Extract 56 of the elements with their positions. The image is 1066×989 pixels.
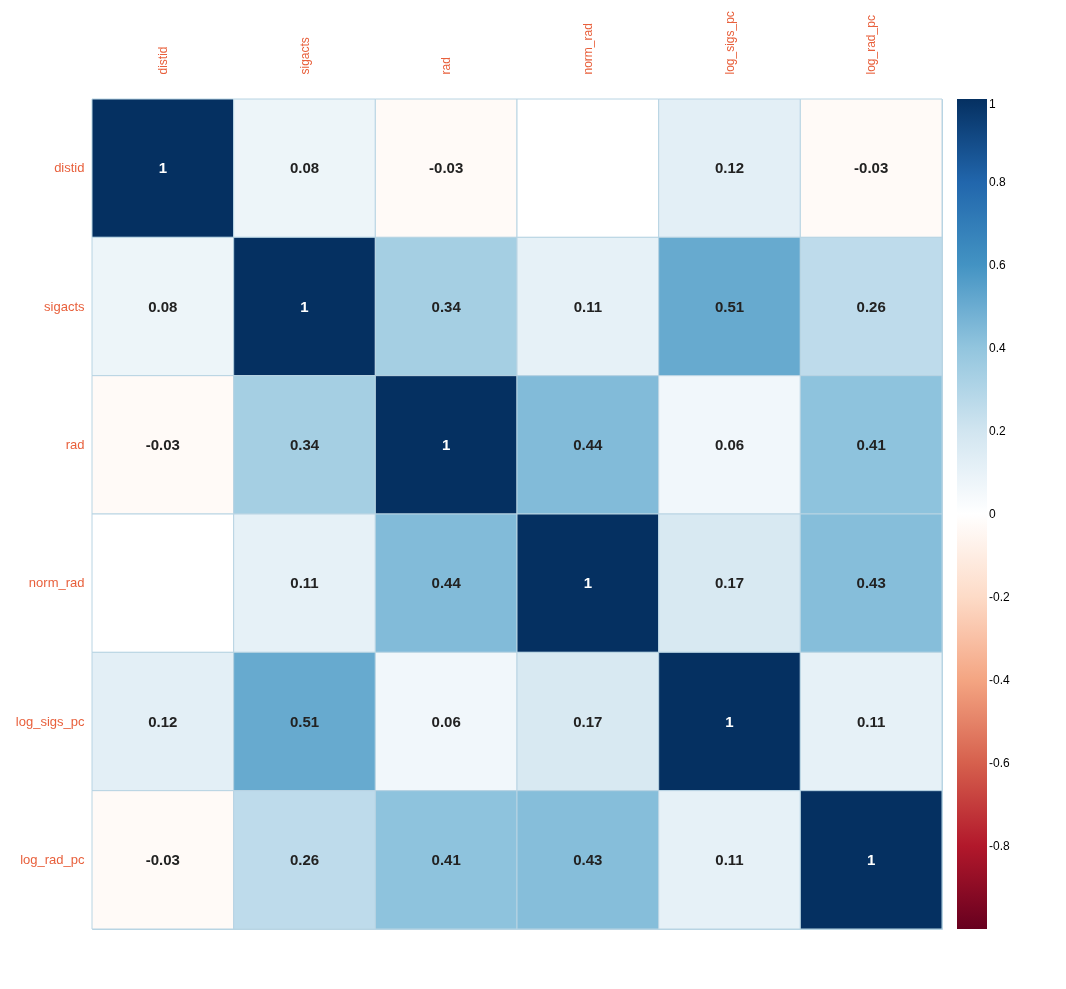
data-label: 1 [300, 297, 309, 315]
y-tick-label: sigacts [44, 298, 85, 314]
color-bar-label: -0.4 [989, 673, 1010, 687]
data-label: -0.03 [854, 159, 889, 177]
data-label: 0.41 [431, 850, 461, 868]
x-tick-label: rad [439, 57, 454, 75]
data-label: -0.03 [429, 159, 464, 177]
data-label: 0.34 [289, 435, 320, 453]
x-tick-label: distid [155, 46, 170, 75]
color-bar-label: 1 [989, 97, 996, 111]
y-tick-label: log_rad_pc [20, 851, 85, 867]
data-label: 0.44 [573, 435, 604, 453]
x-tick-label: log_sigs_pc [722, 11, 737, 75]
data-label: 0.43 [573, 850, 603, 868]
data-label: 0.06 [431, 712, 461, 730]
data-label: 0.17 [714, 574, 745, 592]
data-label: 0.12 [714, 159, 745, 177]
data-label: 0.41 [856, 435, 886, 453]
data-label: 0.26 [856, 297, 886, 315]
data-label: 1 [866, 850, 876, 868]
data-label: -0.03 [145, 850, 180, 868]
color-bar-label: 0.4 [989, 341, 1007, 355]
data-label: 0.11 [856, 712, 886, 730]
color-bar-label: -0.2 [989, 590, 1010, 604]
data-label: 0.51 [289, 712, 320, 730]
data-label: 0.51 [714, 297, 745, 315]
data-label: 0.06 [714, 435, 745, 453]
data-label: 0.11 [290, 574, 319, 592]
color-bar-label: -0.8 [989, 839, 1010, 853]
data-label: 0.11 [573, 297, 603, 315]
x-tick-label: log_rad_pc [864, 15, 879, 75]
data-label: 0.44 [431, 574, 462, 592]
data-label: 0.17 [573, 712, 603, 730]
data-label: 0.08 [289, 159, 320, 177]
y-tick-label: rad [65, 436, 85, 452]
data-label: 0.12 [148, 712, 178, 730]
color-bar-label: 0 [989, 507, 996, 521]
color-bar-label: 0.2 [989, 424, 1007, 438]
data-label: -0.03 [145, 435, 180, 453]
x-tick-label: sigacts [297, 37, 312, 75]
color-bar-label: 0.6 [989, 258, 1007, 272]
data-label: 1 [725, 712, 734, 730]
data-label: 0.26 [289, 850, 320, 868]
data-label: 0.34 [431, 297, 462, 315]
data-label: 1 [441, 435, 451, 453]
data-label: 1 [158, 159, 168, 177]
color-bar-label: 0.8 [989, 175, 1007, 189]
x-tick-label: norm_rad [580, 23, 595, 75]
data-label: 0.43 [856, 574, 886, 592]
y-tick-label: log_sigs_pc [15, 713, 85, 729]
data-label: 0.08 [148, 297, 178, 315]
y-tick-label: norm_rad [28, 575, 85, 591]
y-tick-label: distid [54, 160, 85, 176]
data-label: 1 [583, 574, 593, 592]
color-bar-label: -0.6 [989, 756, 1010, 770]
data-label: 0.11 [715, 850, 744, 868]
